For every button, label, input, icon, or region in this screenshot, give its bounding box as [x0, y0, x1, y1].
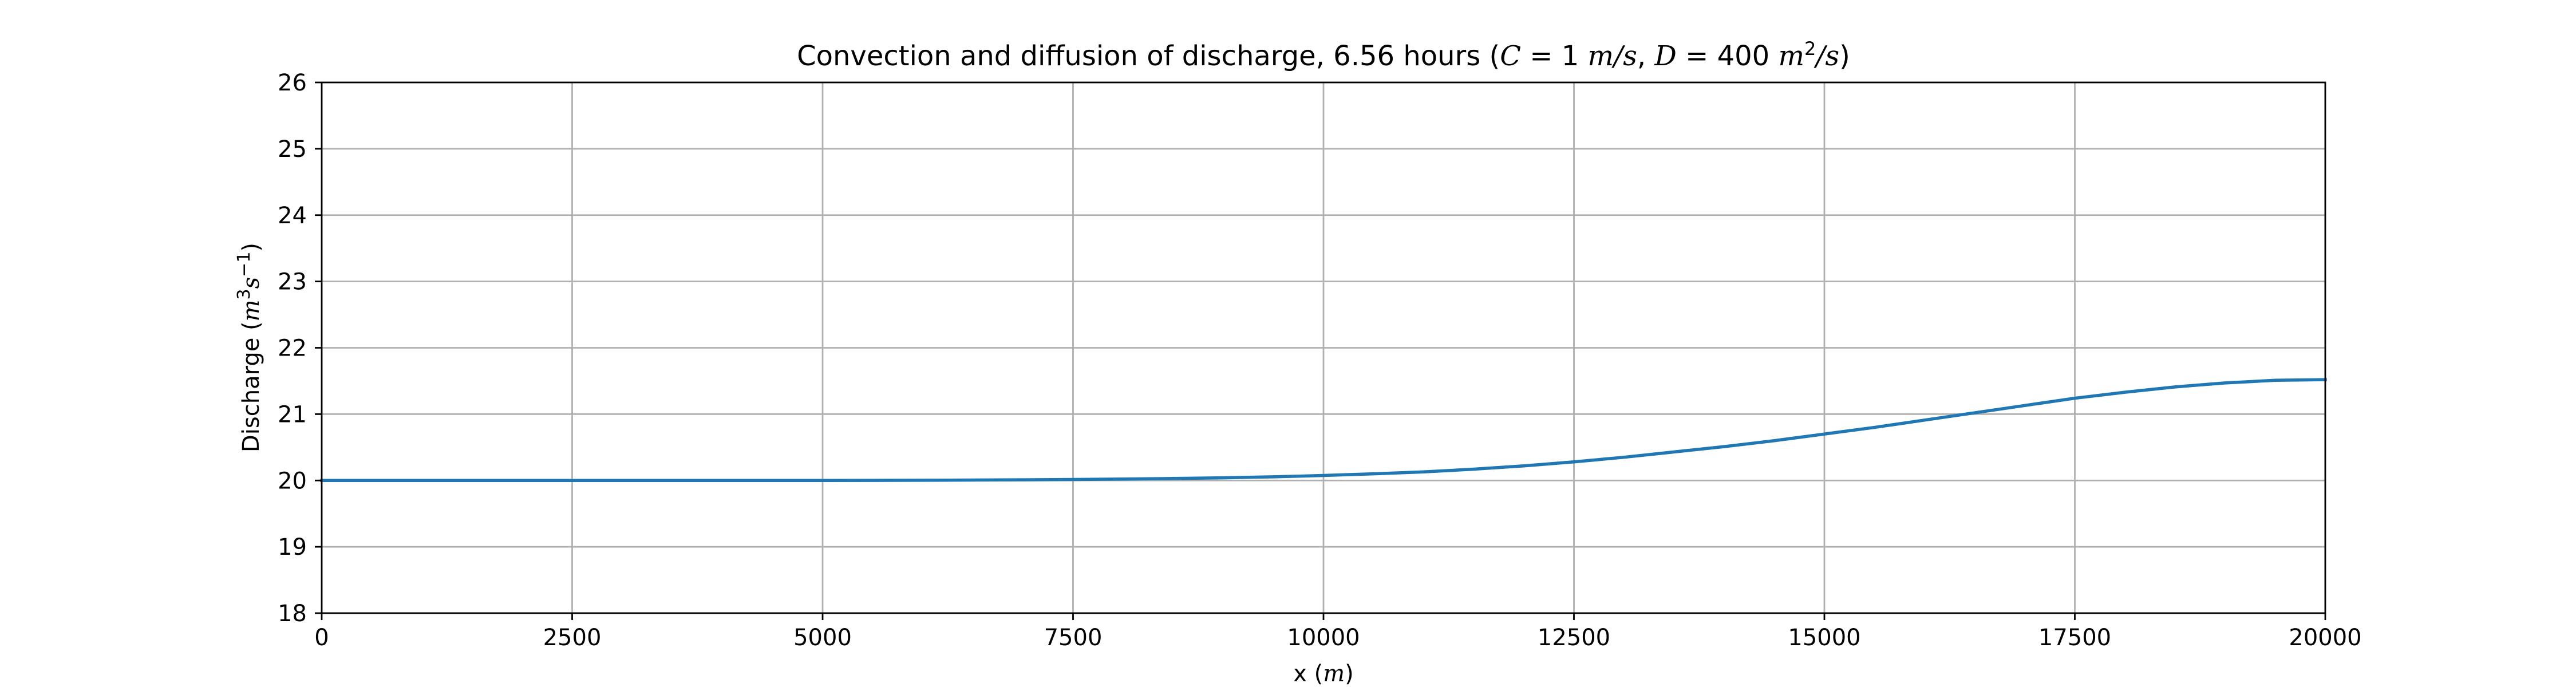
x-tick-label: 12500 — [1538, 625, 1610, 651]
y-tick-label: 21 — [278, 401, 307, 428]
y-tick-label: 25 — [278, 136, 307, 163]
x-tick-label: 0 — [314, 625, 329, 651]
discharge-line — [320, 378, 2327, 482]
plot-area — [320, 378, 2327, 482]
x-tick-label: 20000 — [2289, 625, 2361, 651]
y-tick-label: 22 — [278, 335, 307, 362]
x-tick-label: 2500 — [543, 625, 602, 651]
x-tick-label: 15000 — [1788, 625, 1860, 651]
x-tick-label: 17500 — [2038, 625, 2111, 651]
y-tick-label: 19 — [278, 534, 307, 560]
y-tick-label: 20 — [278, 468, 307, 494]
chart-title: Convection and diffusion of discharge, 6… — [797, 38, 1850, 72]
x-tick-label: 5000 — [793, 625, 852, 651]
x-tick-label: 7500 — [1044, 625, 1103, 651]
y-tick-label: 26 — [278, 70, 307, 96]
x-tick-label: 10000 — [1287, 625, 1360, 651]
y-axis-label: Discharge (m3s−1) — [234, 243, 264, 452]
y-tick-label: 18 — [278, 601, 307, 627]
x-axis-label: x (m) — [1293, 661, 1354, 687]
y-tick-label: 24 — [278, 203, 307, 229]
y-tick-label: 23 — [278, 269, 307, 295]
ticks: 0 2500 5000 7500 10000 12500 15000 17500 20000 18… — [278, 70, 2362, 651]
